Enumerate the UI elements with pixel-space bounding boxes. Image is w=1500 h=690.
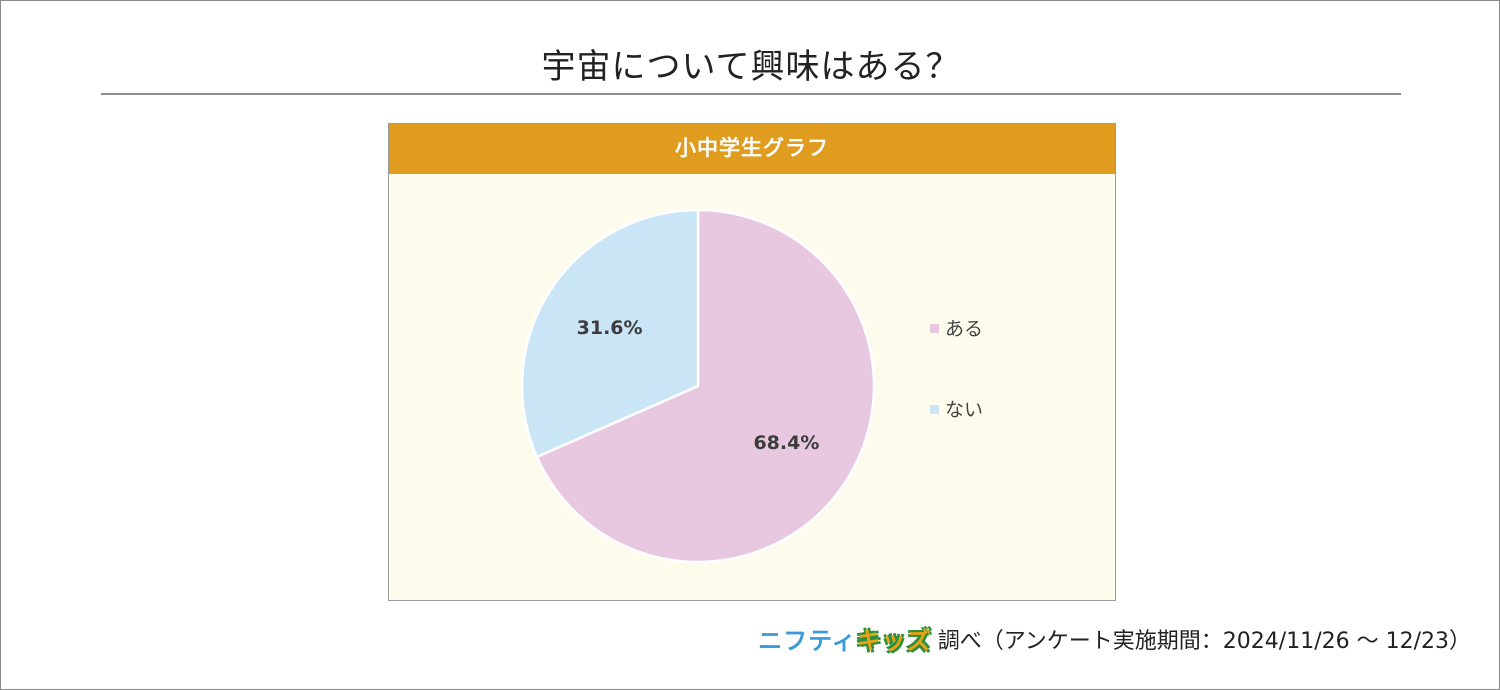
legend-swatch-1 <box>930 405 939 414</box>
legend-item-1: ない <box>930 398 983 422</box>
chart-panel-header: 小中学生グラフ <box>389 124 1115 174</box>
title-divider <box>101 93 1401 95</box>
pie-slice-1 <box>520 208 700 459</box>
logo-text-kids: キッズ <box>856 627 932 655</box>
pie-data-label-1: 31.6% <box>577 317 643 339</box>
legend-label-0: ある <box>945 318 984 340</box>
page-title: 宇宙について興味はある？ <box>541 47 961 87</box>
legend-swatch-0 <box>930 324 939 333</box>
logo-text-nifty: ニフティ <box>758 627 857 655</box>
pie-chart: 68.4% 31.6% <box>520 208 876 564</box>
pie-slice-0 <box>535 208 876 564</box>
pie-data-label-0: 68.4% <box>753 432 819 454</box>
legend-label-1: ない <box>945 399 984 421</box>
chart-panel: 小中学生グラフ 68.4% 31.6% あるない <box>388 123 1116 601</box>
legend-item-0: ある <box>930 317 983 341</box>
niftykids-logo: ニフティキッズ <box>758 623 932 661</box>
source-text: 調べ（アンケート実施期間：2024/11/26 ～ 12/23） <box>937 629 1471 654</box>
source-note: ニフティキッズ 調べ（アンケート実施期間：2024/11/26 ～ 12/23） <box>758 623 1471 659</box>
